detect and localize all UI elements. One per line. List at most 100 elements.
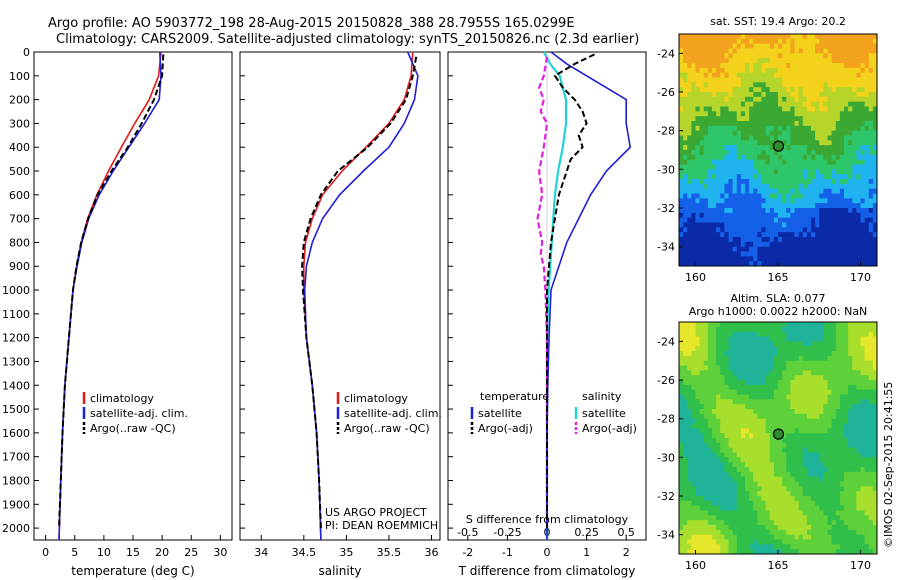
sst-cell <box>872 222 878 228</box>
sst-cell <box>736 179 742 185</box>
sla-cell <box>848 438 853 444</box>
sla-cell <box>872 322 878 328</box>
sla-cell <box>745 326 750 333</box>
sst-cell <box>757 106 763 112</box>
sst-cell <box>720 164 725 170</box>
sst-cell <box>802 251 808 257</box>
sst-cell <box>782 121 787 127</box>
sst-cell <box>773 121 779 127</box>
sst-cell <box>844 121 849 127</box>
sla-cell <box>786 341 791 347</box>
sst-cell <box>835 169 841 175</box>
sla-cell <box>794 476 800 482</box>
sla-cell <box>691 433 697 439</box>
sla-cell <box>823 452 829 458</box>
sst-cell <box>724 101 730 107</box>
sst-cell <box>823 63 829 69</box>
sst-cell <box>765 135 771 141</box>
sla-cell <box>699 467 705 473</box>
sla-cell <box>745 346 750 352</box>
sst-cell <box>745 96 750 103</box>
sst-cell <box>782 96 787 103</box>
sst-cell <box>679 246 684 252</box>
sst-cell <box>765 246 771 252</box>
sla-cell <box>753 505 758 511</box>
sla-cell <box>827 380 833 386</box>
sla-cell <box>728 491 734 497</box>
sst-cell <box>724 145 730 151</box>
sla-cell <box>773 539 779 545</box>
sst-cell <box>749 217 754 223</box>
sla-cell <box>712 375 717 381</box>
sla-cell <box>724 481 730 487</box>
sst-cell <box>819 169 824 175</box>
sla-cell <box>868 486 874 492</box>
sst-cell <box>745 72 750 78</box>
sla-cell <box>811 394 816 400</box>
sst-cell <box>765 106 771 112</box>
sst-cell <box>844 212 849 219</box>
sst-cell <box>757 43 763 49</box>
sla-cell <box>790 360 796 366</box>
sst-cell <box>811 246 816 252</box>
sla-cell <box>745 462 750 468</box>
sla-cell <box>786 365 791 371</box>
sst-cell <box>835 217 841 223</box>
sla-cell <box>679 365 684 371</box>
sst-cell <box>699 154 705 161</box>
sst-cell <box>699 135 705 141</box>
sst-cell <box>872 53 878 59</box>
sst-cell <box>732 58 738 64</box>
depth-tick-label: 300 <box>9 117 30 130</box>
sla-cell <box>844 539 849 545</box>
sla-cell <box>839 457 845 463</box>
sst-cell <box>683 101 688 107</box>
sst-cell <box>691 241 697 248</box>
sla-cell <box>773 520 779 526</box>
sst-cell <box>687 261 692 267</box>
sst-cell <box>773 87 779 93</box>
sst-cell <box>773 116 779 122</box>
sst-cell <box>736 193 742 199</box>
sla-cell <box>757 389 763 395</box>
sst-cell <box>835 106 841 112</box>
sla-cell <box>720 375 725 381</box>
sla-cell <box>786 399 791 405</box>
sst-cell <box>827 67 833 74</box>
sla-cell <box>794 336 800 342</box>
sla-cell <box>757 438 763 444</box>
sla-cell <box>819 544 824 550</box>
x-tick-label: 36 <box>424 546 438 559</box>
sst-cell <box>786 198 791 204</box>
sla-cell <box>831 510 837 516</box>
sla-cell <box>765 418 771 424</box>
sla-cell <box>827 491 833 497</box>
sla-cell <box>683 399 688 405</box>
sst-cell <box>848 63 853 69</box>
sla-cell <box>844 341 849 347</box>
sla-cell <box>778 389 783 395</box>
sst-cell <box>856 256 862 262</box>
sst-cell <box>839 159 845 165</box>
sla-cell <box>773 549 779 555</box>
sst-cell <box>790 183 796 190</box>
sst-cell <box>707 164 713 170</box>
sst-cell <box>699 53 705 59</box>
sst-cell <box>860 208 866 214</box>
sla-cell <box>823 384 829 391</box>
sla-cell <box>802 462 808 468</box>
sla-cell <box>773 438 779 444</box>
sla-cell <box>831 360 837 366</box>
sla-cell <box>852 423 857 429</box>
sla-cell <box>749 336 754 342</box>
sla-cell <box>794 452 800 458</box>
sla-cell <box>868 549 874 555</box>
sst-cell <box>860 232 866 238</box>
sst-cell <box>844 188 849 194</box>
sla-cell <box>703 399 709 405</box>
depth-tick-label: 1800 <box>2 474 30 487</box>
sst-cell <box>786 251 791 257</box>
sla-cell <box>815 355 820 362</box>
sst-cell <box>740 217 746 223</box>
sla-cell <box>765 322 771 328</box>
